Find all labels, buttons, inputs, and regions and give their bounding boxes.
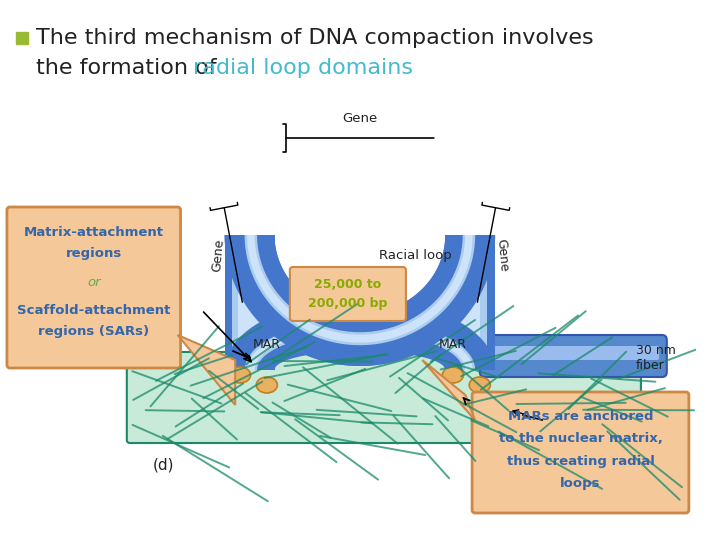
Text: MAR: MAR <box>439 339 467 352</box>
FancyBboxPatch shape <box>233 235 267 370</box>
Text: Racial loop: Racial loop <box>379 248 452 261</box>
Polygon shape <box>247 235 472 342</box>
FancyBboxPatch shape <box>453 235 487 370</box>
Text: the formation of: the formation of <box>36 58 223 78</box>
Polygon shape <box>225 299 495 370</box>
Ellipse shape <box>442 367 464 383</box>
FancyBboxPatch shape <box>238 235 259 370</box>
Text: Matrix-attachment: Matrix-attachment <box>24 226 163 239</box>
Polygon shape <box>245 235 475 345</box>
FancyBboxPatch shape <box>459 235 480 370</box>
Text: The third mechanism of DNA compaction involves: The third mechanism of DNA compaction in… <box>36 28 593 48</box>
Text: thus creating radial: thus creating radial <box>507 455 654 468</box>
Text: to the nuclear matrix,: to the nuclear matrix, <box>498 433 662 446</box>
Text: Gene: Gene <box>342 112 377 125</box>
FancyBboxPatch shape <box>480 335 667 377</box>
Polygon shape <box>178 335 235 405</box>
Text: MAR: MAR <box>253 339 281 352</box>
Text: or: or <box>87 275 101 288</box>
FancyBboxPatch shape <box>445 235 495 370</box>
Text: (d): (d) <box>153 457 174 472</box>
Text: 30 nm
fiber: 30 nm fiber <box>636 344 676 372</box>
Text: regions: regions <box>66 247 122 260</box>
FancyBboxPatch shape <box>225 235 274 370</box>
FancyBboxPatch shape <box>127 352 641 443</box>
Polygon shape <box>245 235 475 345</box>
Polygon shape <box>247 235 472 342</box>
Ellipse shape <box>256 377 277 393</box>
FancyBboxPatch shape <box>487 346 659 360</box>
Text: MARs are anchored: MARs are anchored <box>508 410 653 423</box>
Polygon shape <box>225 235 495 366</box>
Polygon shape <box>247 322 472 370</box>
Ellipse shape <box>230 367 251 383</box>
Text: 25,000 to: 25,000 to <box>314 278 382 291</box>
Text: Gene: Gene <box>494 238 510 272</box>
FancyBboxPatch shape <box>7 207 181 368</box>
Text: regions (SARs): regions (SARs) <box>38 326 149 339</box>
Polygon shape <box>422 360 475 420</box>
Ellipse shape <box>469 377 490 393</box>
Text: Gene: Gene <box>210 238 226 272</box>
Text: radial loop domains: radial loop domains <box>193 58 413 78</box>
Polygon shape <box>225 235 495 366</box>
Text: loops: loops <box>560 476 600 489</box>
Polygon shape <box>245 320 475 370</box>
Text: Scaffold-attachment: Scaffold-attachment <box>17 303 171 316</box>
FancyBboxPatch shape <box>472 392 689 513</box>
Text: 200,000 bp: 200,000 bp <box>308 298 387 310</box>
FancyBboxPatch shape <box>290 267 406 321</box>
